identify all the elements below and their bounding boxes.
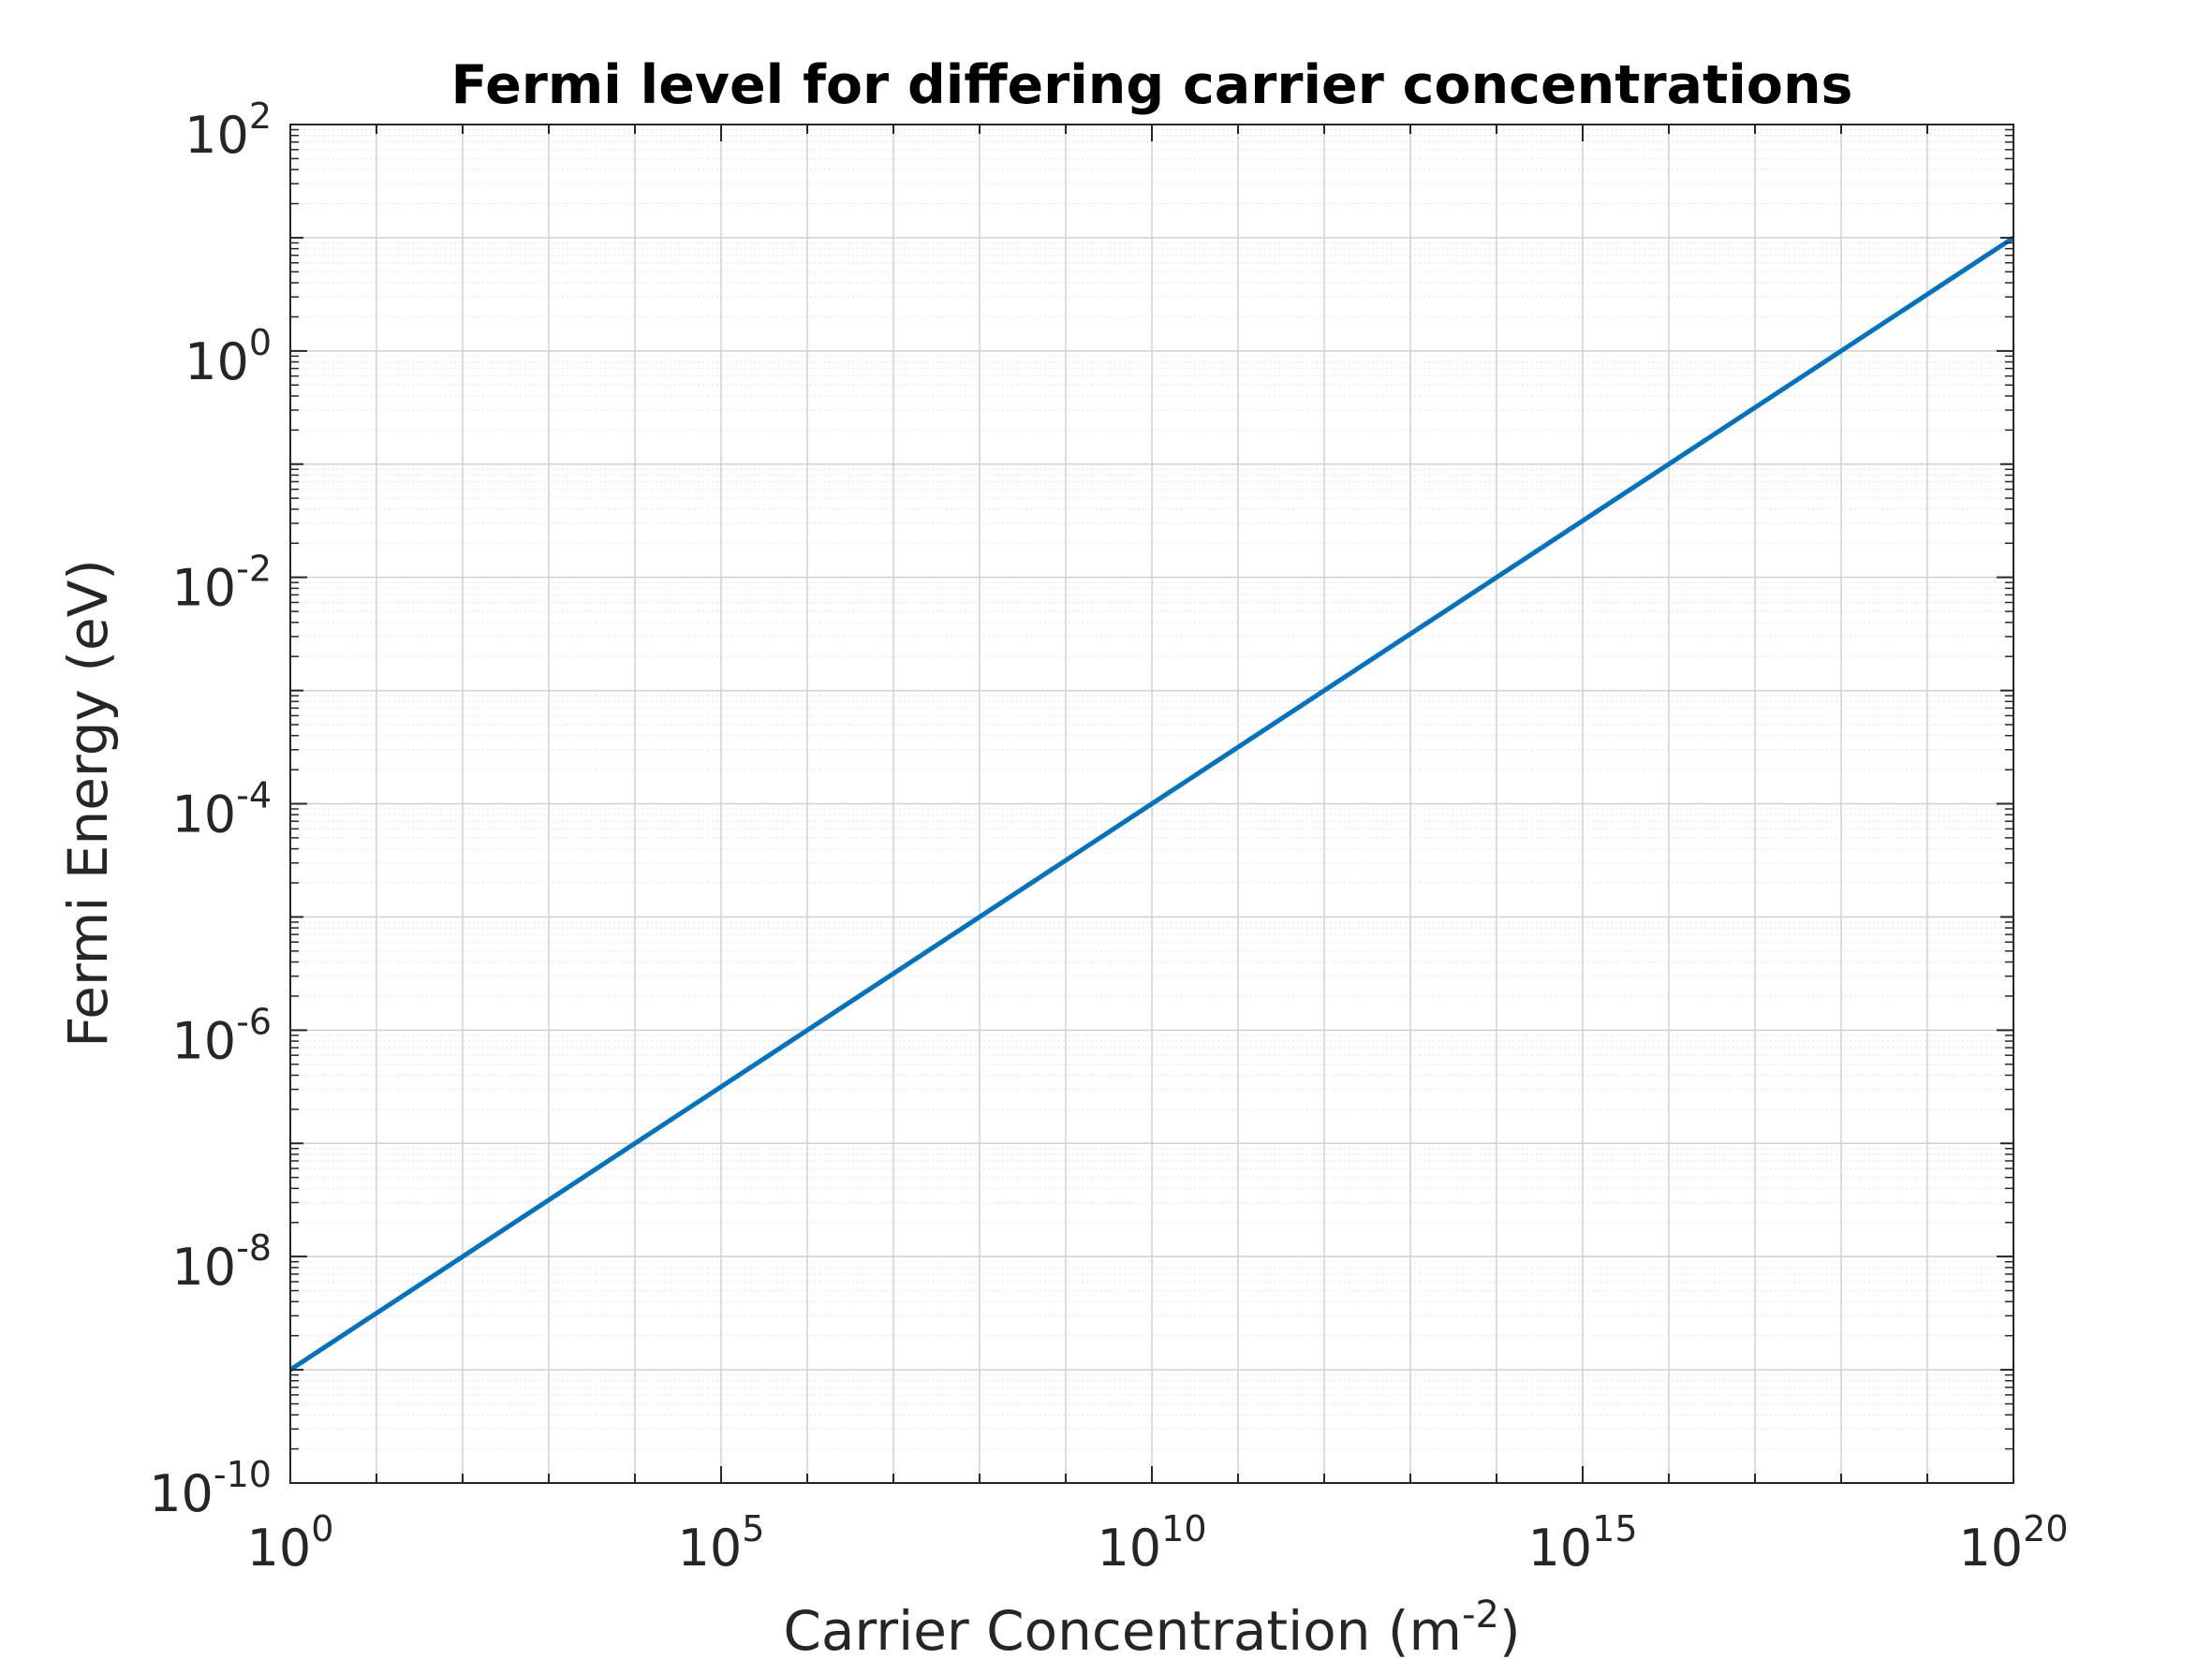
tick-label-base: 10 — [247, 1519, 312, 1578]
tick-label-base: 10 — [171, 1238, 236, 1297]
tick-label-base: 10 — [1958, 1519, 2023, 1578]
y-tick-label: 10-10 — [149, 1454, 272, 1523]
tick-label-exponent: -10 — [214, 1454, 272, 1495]
tick-label-base: 10 — [184, 332, 249, 391]
x-tick-label: 1020 — [1958, 1508, 2068, 1578]
y-tick-label: 102 — [184, 95, 272, 165]
x-axis-label-text: Carrier Concentration (m — [783, 1599, 1462, 1659]
tick-label-exponent: 10 — [1161, 1508, 1206, 1549]
tick-label-base: 10 — [171, 1011, 236, 1070]
axis-ticks — [289, 124, 2014, 1484]
tick-label-exponent: -2 — [236, 549, 272, 590]
tick-label-exponent: 20 — [2023, 1508, 2068, 1549]
x-tick-label: 105 — [678, 1508, 765, 1578]
y-tick-label: 100 — [184, 322, 272, 391]
x-axis-label-tail: ) — [1499, 1599, 1521, 1659]
series-line — [288, 235, 2015, 1373]
tick-label-exponent: -4 — [236, 775, 272, 816]
tick-label-exponent: 0 — [249, 322, 272, 363]
series-layer — [288, 235, 2015, 1373]
tick-label-exponent: 5 — [742, 1508, 764, 1549]
tick-label-base: 10 — [171, 785, 236, 844]
tick-label-base: 10 — [171, 559, 236, 618]
y-axis-label: Fermi Energy (eV) — [56, 559, 120, 1048]
tick-label-exponent: -6 — [236, 1001, 272, 1042]
x-axis-label-sup: -2 — [1462, 1593, 1499, 1637]
y-tick-label: 10-4 — [171, 775, 272, 844]
tick-label-exponent: -8 — [236, 1227, 272, 1269]
tick-label-base: 10 — [184, 106, 249, 165]
tick-label-base: 10 — [1527, 1519, 1592, 1578]
y-tick-label: 10-6 — [171, 1001, 272, 1070]
y-tick-label: 10-8 — [171, 1227, 272, 1297]
tick-labels: 100 105 1010 1015 102010-1010-810-610-410-21… — [149, 95, 2068, 1578]
tick-label-base: 10 — [1097, 1519, 1161, 1578]
tick-label-base: 10 — [149, 1464, 214, 1523]
tick-label-exponent: 0 — [311, 1508, 333, 1549]
chart-title: Fermi level for differing carrier concen… — [451, 54, 1853, 116]
x-axis-label: Carrier Concentration (m-2) — [783, 1593, 1520, 1659]
x-tick-label: 1015 — [1527, 1508, 1637, 1578]
x-tick-label: 100 — [247, 1508, 334, 1578]
tick-label-exponent: 2 — [249, 95, 272, 137]
tick-label-base: 10 — [678, 1519, 743, 1578]
x-tick-label: 1010 — [1097, 1508, 1206, 1578]
tick-label-exponent: 15 — [1592, 1508, 1637, 1549]
y-tick-label: 10-2 — [171, 549, 272, 618]
